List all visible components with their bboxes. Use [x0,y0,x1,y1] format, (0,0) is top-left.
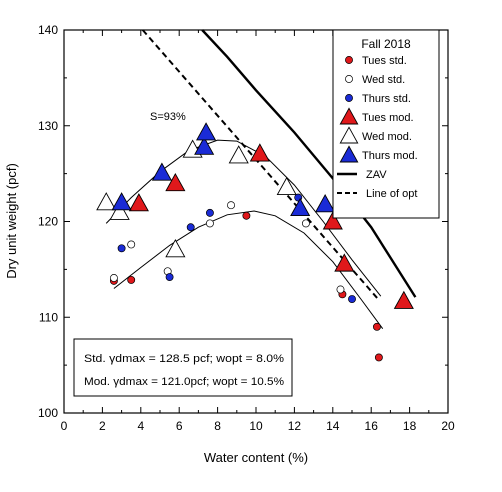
thurs-std-point [117,244,126,253]
legend-label-line-of-opt: Line of opt [366,188,417,200]
legend-label-zav: ZAV [366,169,387,181]
wed-mod-point [165,239,186,258]
legend-label-thurs-std: Thurs std. [362,93,411,105]
y-tick-label: 100 [38,406,58,420]
y-tick-label: 120 [38,215,58,229]
thurs-std-point [348,295,356,304]
standard-fit-curve [113,210,384,329]
legend-marker-wed-mod [339,126,359,144]
thurs-std-point [205,208,214,217]
x-tick-label: 10 [249,419,263,433]
tues-mod-point [322,211,343,230]
legend-marker-thurs-std [345,94,353,102]
x-axis-label: Water content (%) [204,450,308,465]
tues-mod-point [165,172,186,192]
y-axis-label: Dry unit weight (pcf) [4,163,19,279]
wed-mod-point [96,192,117,211]
tues-std-point [374,353,383,362]
x-tick-label: 12 [288,419,302,433]
saturation-annotation: S=93% [150,111,186,123]
thurs-std-point [165,273,174,281]
tues-std-point [373,322,381,331]
legend-label-wed-std: Wed std. [362,74,405,86]
wed-std-point [227,201,235,210]
legend-label-tues-mod: Tues mod. [362,112,414,124]
modified-fit-curve [105,139,382,297]
tues-mod-point [334,253,355,272]
thurs-mod-point [315,194,336,213]
tues-mod-point [393,290,414,309]
wed-std-point [109,274,118,282]
std-results-text: Std. γdmax = 128.5 pcf; wopt = 8.0% [84,353,284,365]
x-tick-label: 20 [441,419,455,433]
x-tick-label: 16 [365,419,379,433]
x-tick-label: 18 [403,419,417,433]
x-tick-label: 8 [214,419,221,433]
y-tick-label: 130 [38,119,58,133]
tues-mod-point [128,193,149,212]
thurs-mod-point [151,162,172,181]
plot-area-points [96,122,414,362]
legend-marker-tues-std [345,56,353,64]
y-tick-label: 110 [39,310,58,324]
legend-label-thurs-mod: Thurs mod. [362,150,418,162]
legend-marker-wed-std [345,75,353,83]
wed-mod-point [228,145,249,164]
results-box-frame [73,338,293,397]
legend-marker-tues-mod [339,107,359,125]
y-axis-ticks: 100 110 120 130 140 [38,23,448,420]
thurs-std-point [186,223,195,232]
mod-results-text: Mod. γdmax = 121.0pcf; wopt = 10.5% [84,376,284,388]
x-tick-label: 2 [99,419,106,433]
legend-title: Fall 2018 [361,37,411,51]
tues-mod-point [249,143,270,162]
thurs-mod-point [196,122,217,141]
wed-std-point [301,219,310,228]
wed-mod-point [109,201,130,220]
thurs-mod-point [290,197,311,217]
wed-std-point [336,285,345,294]
tues-std-point [242,211,251,220]
thurs-mod-point [194,136,215,155]
legend-marker-thurs-mod [339,145,359,163]
legend-label-wed-mod: Wed mod. [362,131,412,143]
x-tick-label: 4 [137,419,144,433]
results-box: Std. γdmax = 128.5 pcf; wopt = 8.0% Mod.… [73,338,293,397]
x-tick-label: 6 [176,419,183,433]
plot-area-lines [105,29,417,329]
zav-line [201,29,417,298]
wed-mod-point [276,176,297,195]
wed-std-point [205,219,214,228]
x-axis-ticks: 0 2 4 6 8 10 12 14 16 18 20 [61,30,455,433]
wed-std-point [127,240,136,249]
x-tick-label: 14 [326,419,340,433]
legend: Fall 2018 Tues std.Wed std.Thurs std.Tue… [332,29,440,219]
y-tick-label: 140 [38,23,58,37]
thurs-mod-point [111,192,132,211]
legend-items: Tues std. Wed std. Thurs std. Tues mod. Wed … [337,55,418,200]
tues-std-point [127,275,136,284]
legend-label-tues-std: Tues std. [362,55,407,67]
x-tick-label: 0 [61,419,68,433]
